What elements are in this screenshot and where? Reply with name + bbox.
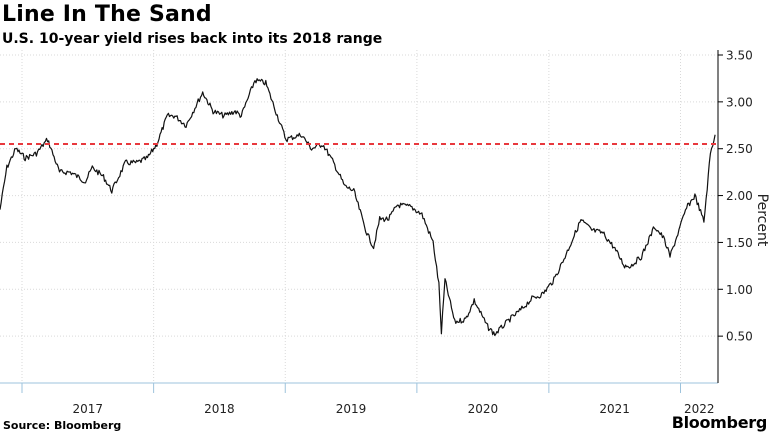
series-line-us-10y-yield bbox=[0, 78, 716, 337]
y-tick-label: 1.50 bbox=[726, 236, 753, 250]
x-tick-label: 2021 bbox=[599, 402, 630, 416]
y-tick-label: 2.50 bbox=[726, 142, 753, 156]
y-axis-label: Percent bbox=[754, 194, 770, 247]
chart-subtitle: U.S. 10-year yield rises back into its 2… bbox=[2, 31, 383, 47]
bloomberg-logo: Bloomberg bbox=[671, 413, 768, 432]
x-tick-label: 2020 bbox=[468, 402, 499, 416]
axes bbox=[0, 50, 723, 393]
x-tick-label: 2022 bbox=[684, 402, 715, 416]
y-tick-label: 3.50 bbox=[726, 49, 753, 63]
y-tick-label: 1.00 bbox=[726, 283, 753, 297]
y-tick-label: 2.00 bbox=[726, 189, 753, 203]
x-tick-label: 2019 bbox=[336, 402, 367, 416]
y-tick-label: 3.00 bbox=[726, 95, 753, 109]
x-tick-label: 2018 bbox=[204, 402, 235, 416]
y-tick-label: 0.50 bbox=[726, 330, 753, 344]
source-note: Source: Bloomberg bbox=[3, 419, 122, 432]
x-tick-labels: 2017 2018 2019 2020 2021 2022 bbox=[73, 402, 715, 416]
x-tick-label: 2017 bbox=[73, 402, 104, 416]
grid-lines bbox=[0, 50, 718, 383]
chart-title: Line In The Sand bbox=[2, 2, 212, 27]
y-tick-labels: 0.50 1.00 1.50 2.00 2.50 3.00 3.50 bbox=[726, 49, 753, 344]
